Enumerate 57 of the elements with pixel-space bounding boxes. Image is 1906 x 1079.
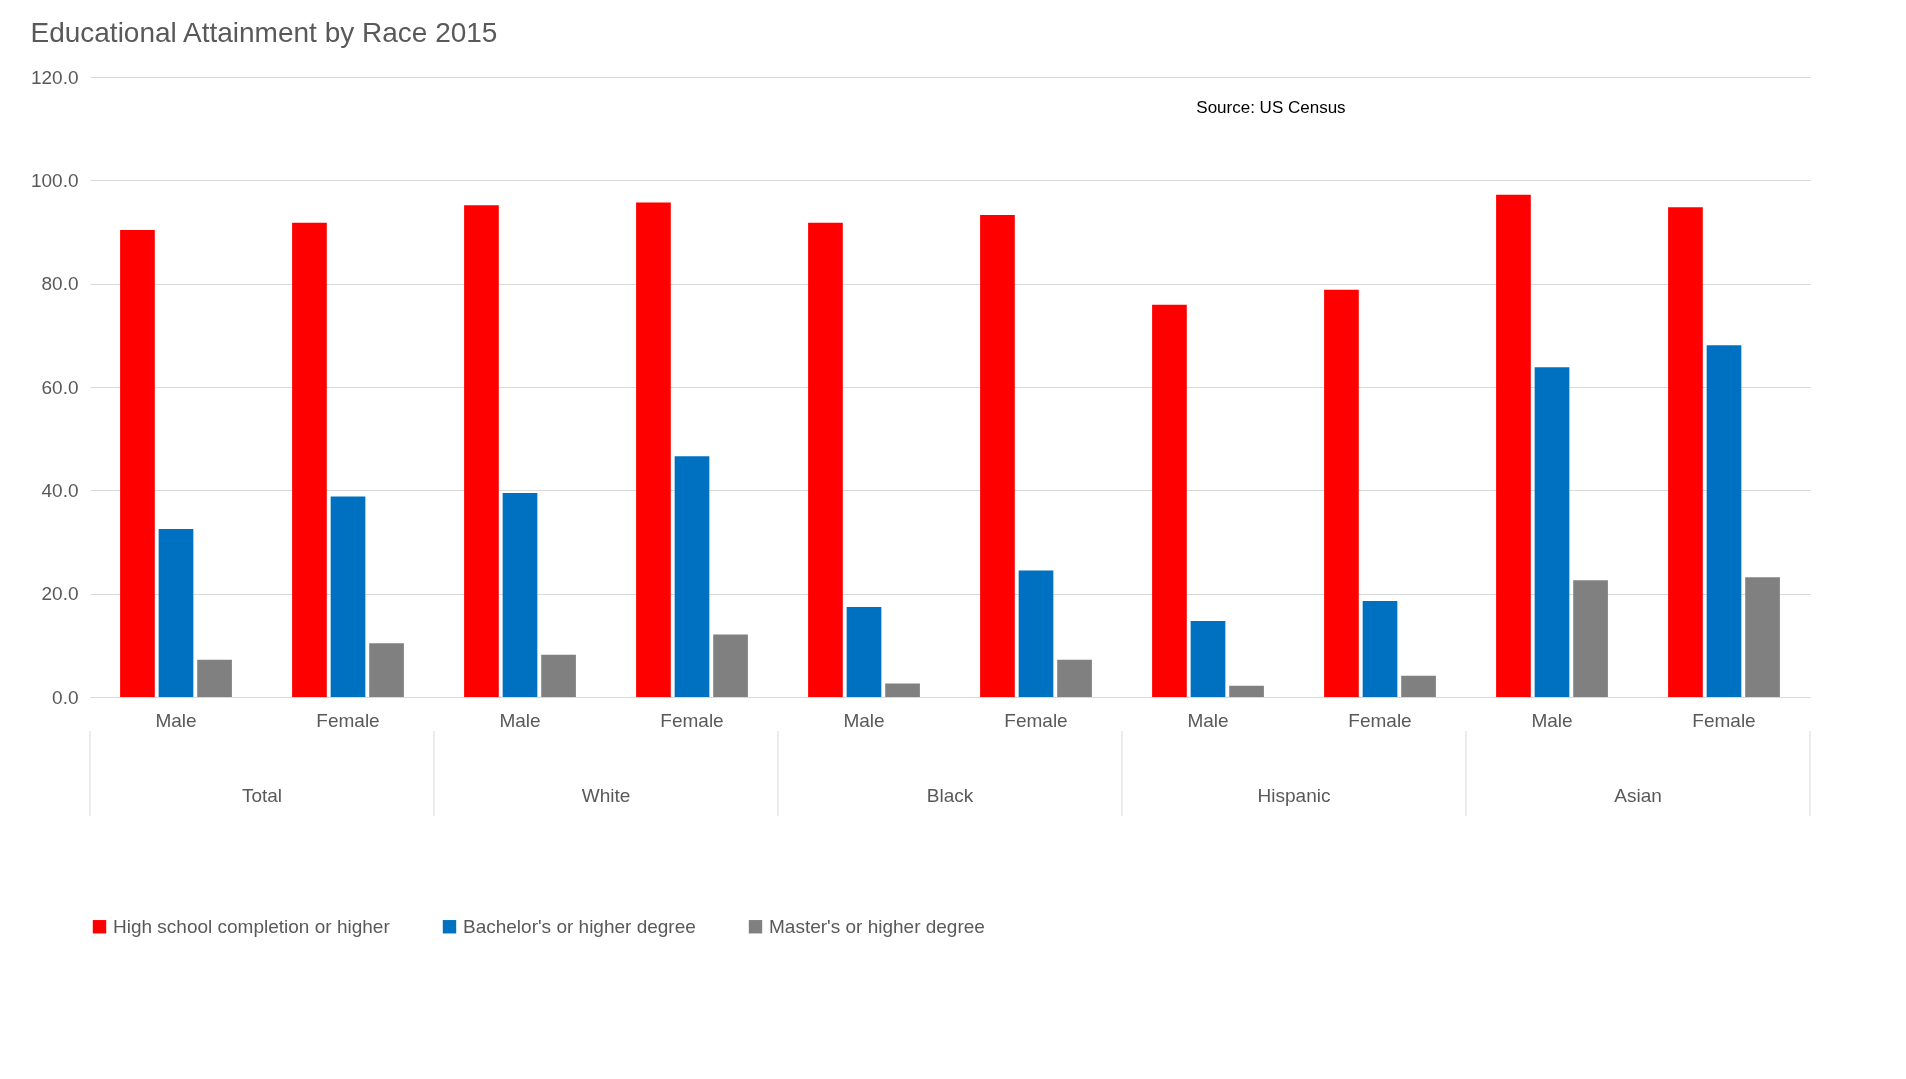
y-tick-label: 40.0: [41, 479, 79, 501]
bar: [1401, 675, 1436, 697]
x-tick-label: Male: [155, 709, 197, 731]
x-tick-label: Male: [499, 709, 541, 731]
y-tick-label: 100.0: [30, 169, 79, 191]
bar: [1745, 577, 1780, 697]
bar: [1057, 659, 1092, 697]
bar: [1229, 685, 1264, 697]
bar: [464, 205, 499, 697]
text: Black: [926, 785, 974, 806]
bar: [1668, 207, 1703, 697]
x-tick-label: Female: [1348, 709, 1412, 731]
chart-title: Educational Attainment by Race 2015: [30, 17, 498, 48]
x-tick-label: Male: [1187, 709, 1229, 731]
bar: [846, 607, 882, 697]
bar: [636, 202, 671, 697]
y-tick-label: 60.0: [41, 376, 79, 398]
bar: [1362, 600, 1398, 697]
bar: [1534, 367, 1570, 697]
bar: [1324, 289, 1359, 697]
y-tick-label: 80.0: [41, 273, 79, 295]
x-tick-label: Male: [843, 709, 885, 731]
bar: [1706, 345, 1742, 697]
bar: [158, 529, 194, 697]
bar: [674, 456, 710, 697]
bar: [1496, 194, 1531, 697]
legend-label: Master's or higher degree: [769, 915, 985, 937]
bar: [808, 222, 843, 697]
bar: [1573, 580, 1608, 697]
legend-label: Bachelor's or higher degree: [463, 915, 696, 937]
bar: [1018, 570, 1054, 697]
text: White: [581, 785, 631, 806]
x-tick-label: Female: [1004, 709, 1068, 731]
bar: [330, 496, 366, 697]
y-tick-label: 20.0: [41, 583, 79, 605]
x-tick-label: Female: [1692, 709, 1756, 731]
text: Asian: [1614, 785, 1662, 806]
bar: [980, 214, 1015, 697]
bar: [1190, 621, 1226, 697]
y-tick-label: 0.0: [52, 686, 79, 708]
text: Total: [241, 785, 283, 806]
bar: [541, 654, 576, 697]
bar: [1152, 304, 1187, 697]
x-tick-label: Female: [660, 709, 724, 731]
bar: [713, 634, 748, 697]
bar: [502, 492, 538, 697]
bar: [120, 229, 155, 697]
bar: [197, 659, 232, 697]
legend-label: High school completion or higher: [113, 915, 391, 937]
bar: [369, 643, 404, 697]
bar: [885, 683, 920, 697]
text: Hispanic: [1257, 785, 1331, 806]
bar: [292, 222, 327, 697]
x-tick-label: Female: [316, 709, 380, 731]
x-tick-label: Male: [1531, 709, 1573, 731]
annotation: Source: US Census: [1196, 98, 1346, 117]
y-tick-label: 120.0: [30, 66, 79, 88]
